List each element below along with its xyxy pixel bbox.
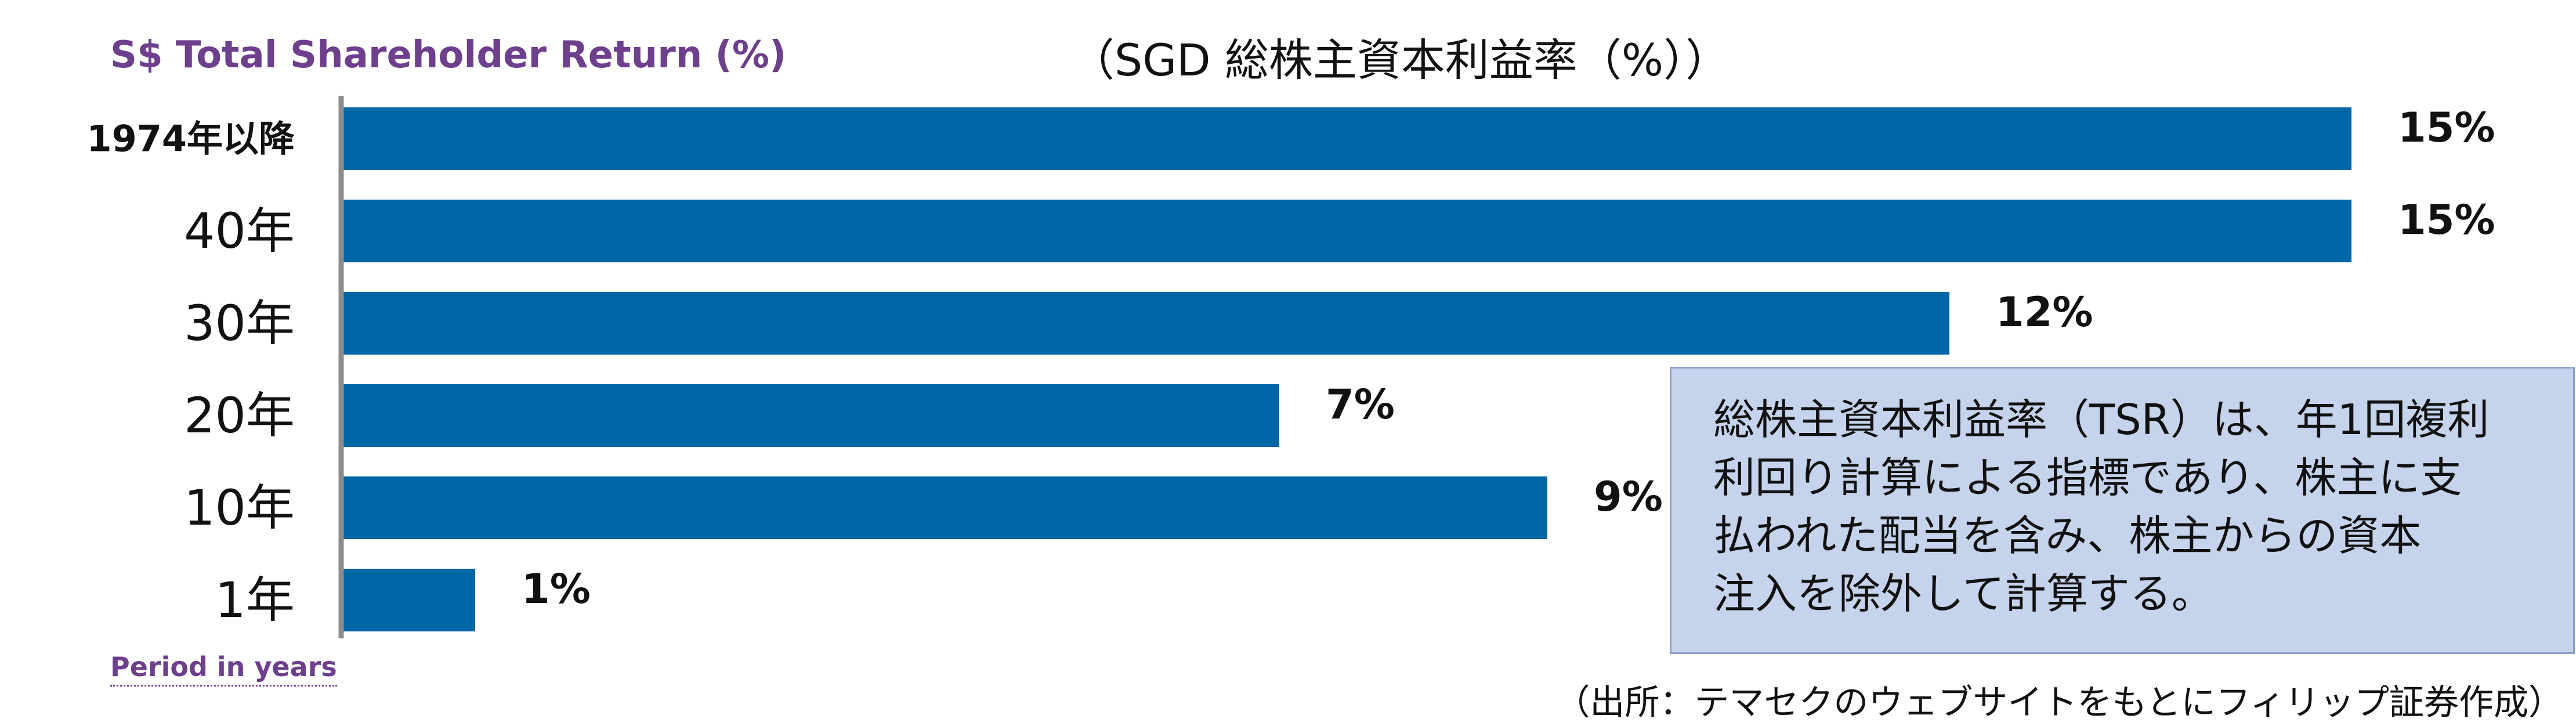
y-axis-title: Period in years [110,651,337,687]
note-line: 払われた配当を含み、株主からの資本 [1713,511,2422,560]
bar [341,384,1279,447]
bar [341,292,1949,355]
value-label: 15% [2398,196,2495,244]
value-label: 7% [1326,381,1395,428]
bar [341,107,2351,170]
chart-title-en: S$ Total Shareholder Return (%) [110,34,787,77]
category-label: 30年 [184,295,295,352]
note-line: 総株主資本利益率（TSR）は、年1回複利 [1713,395,2490,444]
source-note: （出所：テマセクのウェブサイトをもとにフィリップ証券作成） [1555,682,2563,723]
note-line: 利回り計算による指標であり、株主に支 [1713,453,2462,502]
category-label: 10年 [184,479,295,536]
bar [341,200,2351,262]
category-label: 40年 [184,203,295,259]
category-label: 1974年以降 [86,118,295,160]
note-line: 注入を除外して計算する。 [1713,569,2213,618]
category-label: 20年 [184,387,295,444]
bar [341,569,475,631]
bar [341,476,1547,539]
chart-title-jp: （SGD 総株主資本利益率（%）） [1070,34,1730,86]
value-label: 9% [1594,473,1663,521]
value-label: 12% [1996,288,2093,336]
value-label: 1% [522,565,591,613]
value-label: 15% [2398,104,2495,151]
category-label: 1年 [215,572,295,629]
tsr-note-box: 総株主資本利益率（TSR）は、年1回複利 利回り計算による指標であり、株主に支 … [1670,367,2575,654]
